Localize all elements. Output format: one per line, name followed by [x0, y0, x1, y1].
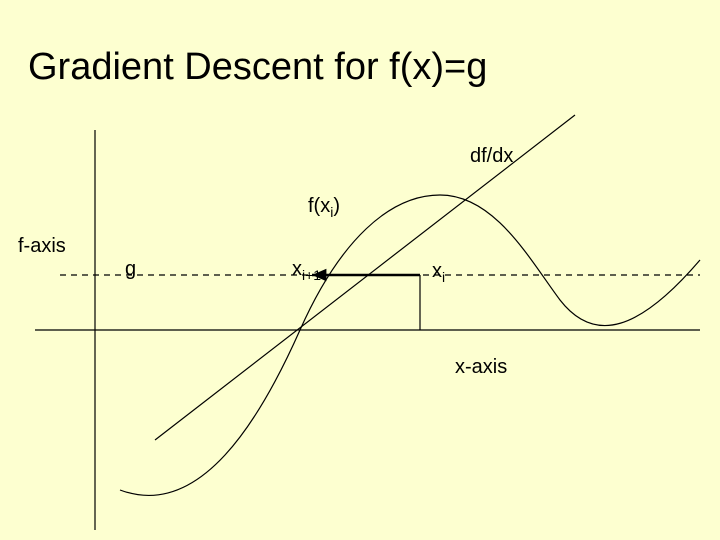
label-xi1-base: x	[292, 258, 302, 280]
label-xi-base: x	[432, 260, 442, 282]
label-dfdx: df/dx	[470, 145, 513, 168]
label-xi1-sub: i+1	[302, 267, 321, 283]
label-g: g	[125, 258, 136, 281]
label-fxi: f(xi)	[308, 195, 340, 220]
label-f-axis: f-axis	[18, 235, 66, 258]
label-fxi-tail: )	[333, 195, 340, 217]
page-title: Gradient Descent for f(x)=g	[28, 46, 487, 89]
label-xi-sub: i	[442, 269, 445, 285]
slide: Gradient Descent for f(x)=g df/dx f(xi) …	[0, 0, 720, 540]
label-fxi-base: f(x	[308, 195, 330, 217]
label-xi: xi	[432, 260, 445, 285]
label-xi1: xi+1	[292, 258, 321, 283]
label-x-axis: x-axis	[455, 356, 507, 379]
